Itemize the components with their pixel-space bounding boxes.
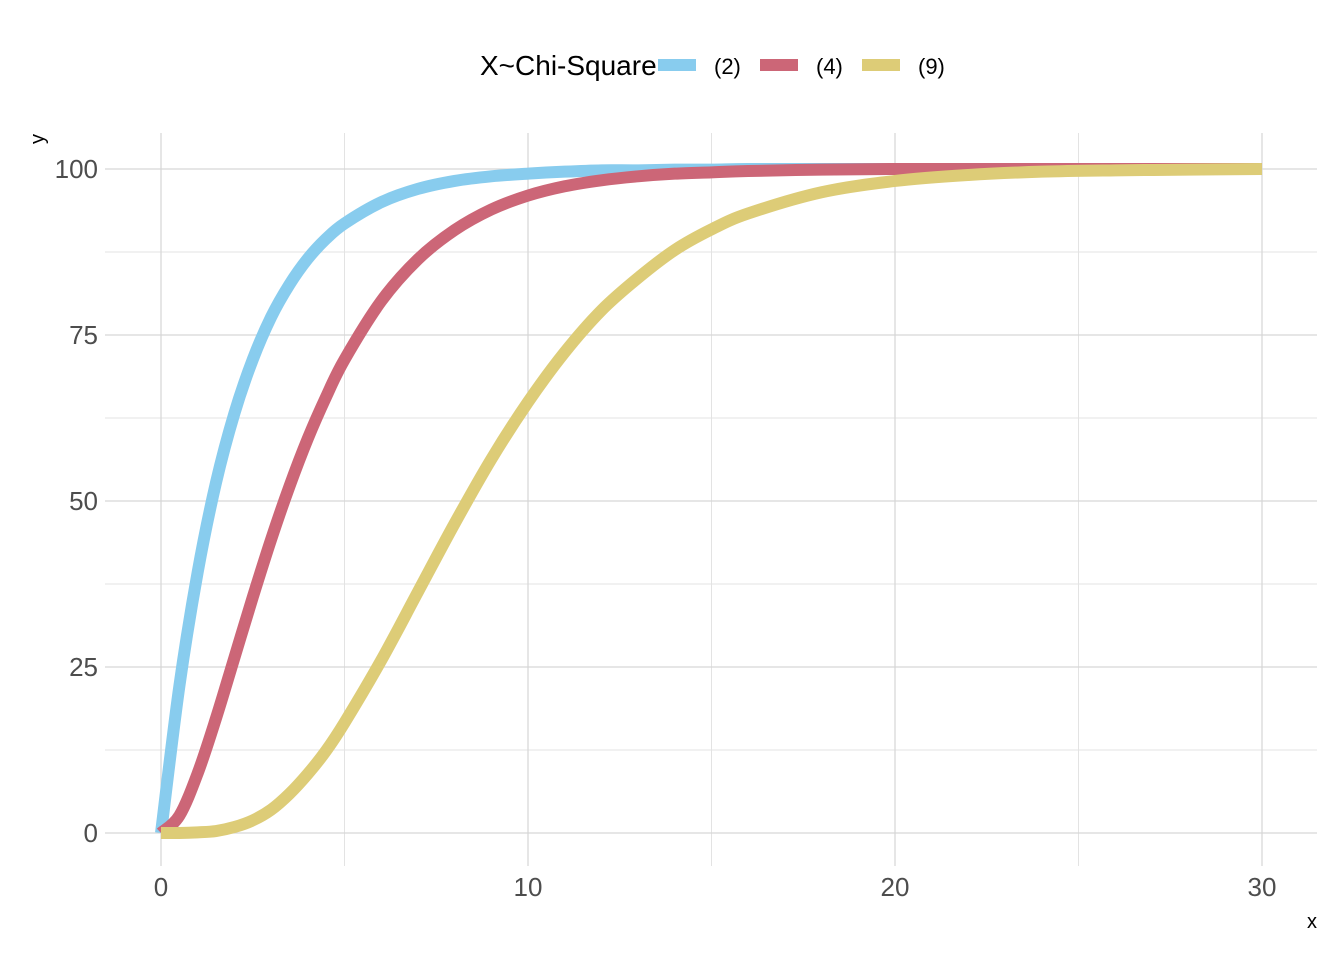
y-tick-label: 50 bbox=[69, 486, 98, 516]
y-tick-label: 25 bbox=[69, 652, 98, 682]
x-tick-label: 0 bbox=[154, 872, 168, 902]
legend-swatch bbox=[760, 59, 798, 71]
y-tick-label: 0 bbox=[84, 818, 98, 848]
legend-items: (2) (4) (9) bbox=[658, 54, 945, 79]
x-tick-label: 20 bbox=[881, 872, 910, 902]
series-line-4 bbox=[156, 162, 1262, 838]
legend-label: (2) bbox=[714, 54, 741, 79]
legend-swatch bbox=[862, 59, 900, 71]
grid bbox=[105, 133, 1317, 866]
x-axis-title: x bbox=[1307, 911, 1317, 933]
tick-labels: 0 10 20 30 0 25 50 75 100 bbox=[55, 154, 1277, 902]
y-axis-title: y bbox=[27, 134, 49, 144]
legend-label: (4) bbox=[816, 54, 843, 79]
legend-swatch bbox=[658, 59, 696, 71]
legend: X~Chi-Square (2) (4) (9) bbox=[480, 50, 945, 81]
y-tick-label: 100 bbox=[55, 154, 98, 184]
y-tick-label: 75 bbox=[69, 320, 98, 350]
legend-title: X~Chi-Square bbox=[480, 50, 657, 81]
x-tick-label: 10 bbox=[514, 872, 543, 902]
plot-area bbox=[155, 162, 1263, 840]
series-line-9 bbox=[160, 163, 1263, 840]
x-tick-label: 30 bbox=[1248, 872, 1277, 902]
legend-label: (9) bbox=[918, 54, 945, 79]
